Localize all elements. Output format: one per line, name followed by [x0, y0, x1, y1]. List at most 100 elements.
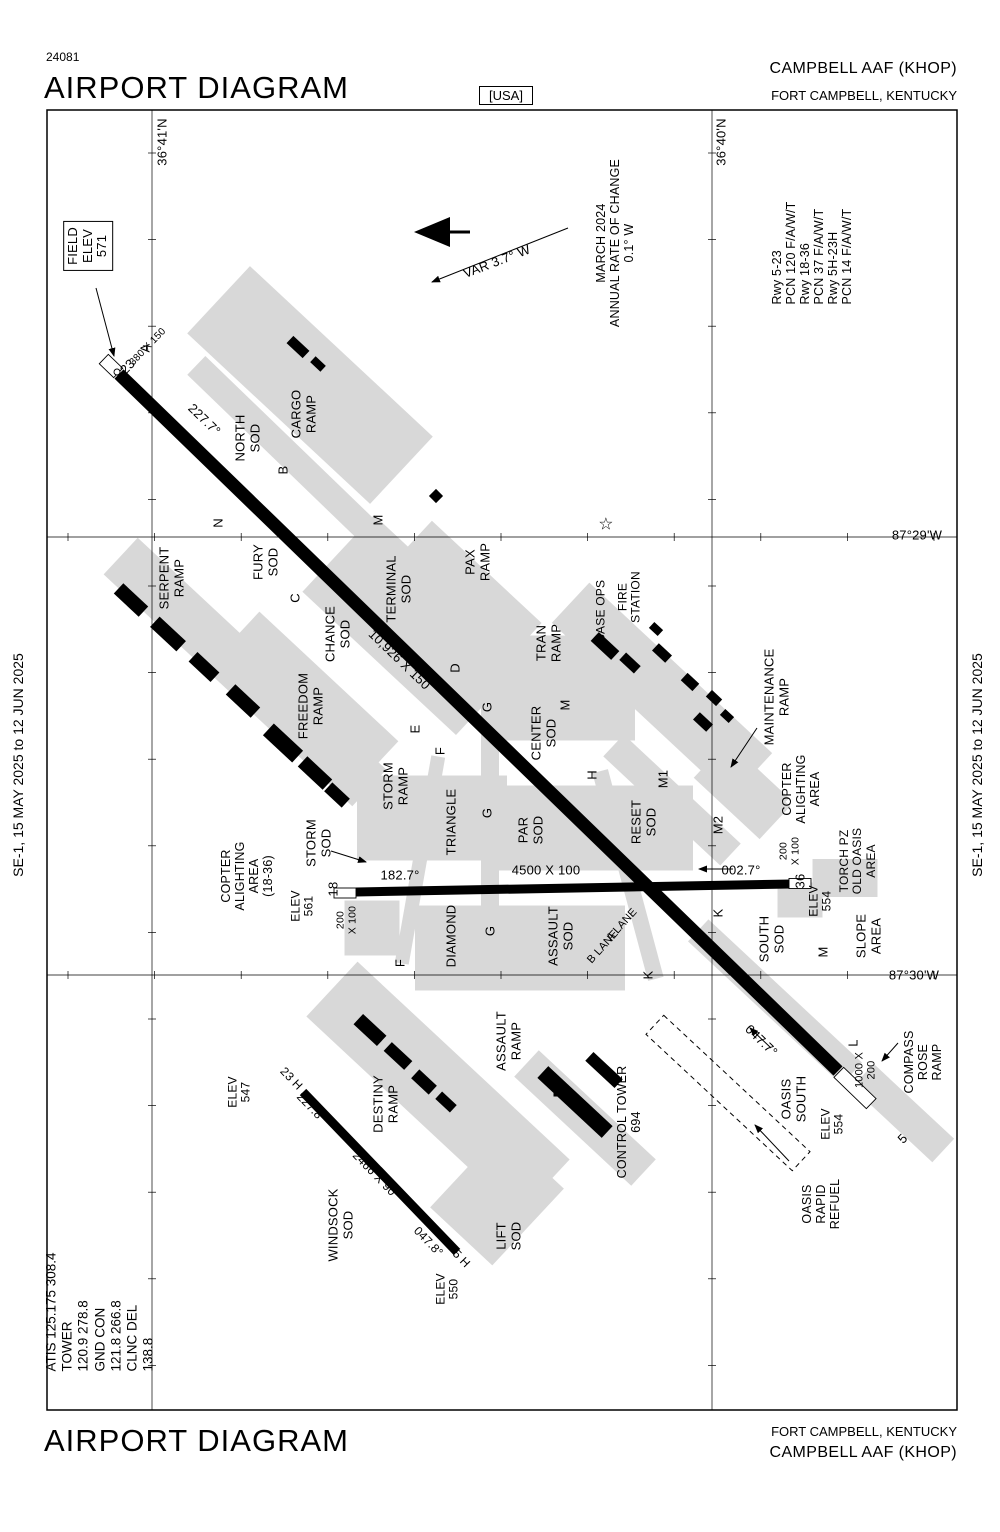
- runway-5-23-bar: [114, 369, 843, 1076]
- beacon-star-icon: ☆: [598, 514, 614, 534]
- area-label: OASIS SOUTH: [778, 1075, 808, 1123]
- lane-label: B LANE: [584, 927, 621, 966]
- runway-heading: 227.7°: [185, 400, 224, 439]
- taxiway-label: M1: [655, 769, 671, 789]
- field-elevation-box: FIELD ELEV 571: [63, 221, 113, 271]
- runway-overruns: [98, 353, 877, 1110]
- country-tag: [USA]: [479, 86, 533, 105]
- taxiway-label: E: [407, 724, 423, 734]
- area-label: MAINTENANCE RAMP: [761, 648, 791, 746]
- buildings: [113, 335, 735, 1138]
- area-label: CENTER SOD: [528, 705, 558, 761]
- area-label: STORM RAMP: [380, 762, 410, 810]
- overrun-dimensions: 200 X 100: [334, 905, 358, 935]
- area-label: SERPENT RAMP: [156, 546, 186, 610]
- taxiway-label: A: [137, 343, 153, 353]
- page-title: AIRPORT DIAGRAM: [44, 70, 349, 105]
- area-label: FURY SOD: [250, 544, 280, 580]
- area-label: TORCH PZ OLD OASIS AREA: [836, 827, 878, 895]
- area-label: CHANCE SOD: [322, 605, 352, 663]
- area-label: RESET SOD: [628, 799, 658, 845]
- taxiway-label: D: [447, 663, 463, 673]
- taxiway-label: G: [482, 925, 498, 937]
- magnetic-variation-label: VAR 3.7° W: [461, 241, 533, 281]
- runway-dimensions: 10,926 X 150: [365, 626, 434, 693]
- magnetic-variation-arrow: [431, 227, 569, 283]
- runway-heading: 047.7°: [742, 1021, 781, 1060]
- footer-title: AIRPORT DIAGRAM: [44, 1423, 349, 1458]
- taxiway-label: G: [479, 701, 495, 713]
- runway-heading: 002.7°: [721, 862, 761, 878]
- runway-5h-number: 5 H: [449, 1246, 474, 1271]
- overrun-dimensions: 1000 X 200: [853, 1051, 878, 1089]
- elevation-label: ELEV 554: [818, 1108, 846, 1140]
- area-label: SLOPE AREA: [853, 913, 883, 959]
- runway-heading: 182.7°: [380, 867, 420, 883]
- runway-23h-number: 23 H: [277, 1064, 306, 1093]
- graticule-lines: [47, 110, 957, 1410]
- longitude-label: 87°29'W: [891, 527, 943, 543]
- area-label: FIRE STATION: [615, 571, 643, 623]
- airport-location-header: FORT CAMPBELL, KENTUCKY: [771, 88, 957, 103]
- runway-dimensions: 4500 X 100: [511, 862, 581, 878]
- area-label: COMPASS ROSE RAMP: [902, 1030, 944, 1094]
- runway-18-number: 18: [325, 881, 341, 897]
- airport-name-header: CAMPBELL AAF (KHOP): [769, 60, 957, 77]
- obstacle-diamond-icon: [428, 488, 444, 504]
- runways: [114, 369, 843, 1256]
- area-label: LIFT SOD: [493, 1221, 523, 1251]
- elevation-label: ELEV 547: [225, 1076, 253, 1108]
- taxiway-label: H: [584, 770, 600, 780]
- elevation-label: ELEV 554: [806, 885, 834, 917]
- area-label: COPTER ALIGHTING AREA: [780, 754, 822, 824]
- overrun-dimensions: 200 X 100: [777, 836, 801, 866]
- oasis-dashed-area: [645, 1014, 811, 1172]
- area-label: WINDSOCK SOD: [325, 1188, 355, 1262]
- area-label: CARGO RAMP: [288, 389, 318, 439]
- taxiway-label: M: [370, 514, 386, 526]
- area-label: STORM SOD: [303, 819, 333, 867]
- taxiway-label: K: [640, 970, 656, 980]
- runway-5h-23h-bar: [299, 1088, 461, 1256]
- taxiway-label: N: [210, 518, 226, 528]
- elevation-label: ELEV 561: [288, 890, 316, 922]
- taxiway-label: M2: [710, 815, 726, 835]
- area-label: OASIS RAPID REFUEL: [800, 1178, 842, 1230]
- area-label: NORTH SOD: [232, 414, 262, 462]
- latitude-label: 36°41'N: [154, 118, 170, 166]
- taxiway-label: B: [275, 465, 291, 475]
- area-label: COPTER ALIGHTING AREA (18-36): [219, 841, 275, 911]
- area-label: PAX RAMP: [462, 542, 492, 582]
- taxiway-label: F: [432, 746, 448, 756]
- taxiway-label: M: [815, 946, 831, 958]
- runway-heading: 047.8°: [410, 1223, 447, 1260]
- runway-heading: 227.8°: [293, 1089, 330, 1126]
- taxiway-label: C: [287, 593, 303, 603]
- airport-name-footer: CAMPBELL AAF (KHOP): [769, 1444, 957, 1461]
- runway-18-36-bar: [355, 879, 792, 897]
- control-tower-label: CONTROL TOWER 694: [615, 1065, 643, 1179]
- latitude-label: 36°40'N: [713, 118, 729, 166]
- area-label: DESTINY RAMP: [370, 1075, 400, 1133]
- taxiway-label: L: [845, 1039, 861, 1047]
- area-label: FREEDOM RAMP: [295, 672, 325, 740]
- taxiway-label: F: [392, 958, 408, 968]
- threshold-marker: [113, 368, 121, 376]
- area-label: TERMINAL SOD: [383, 555, 413, 623]
- control-tower-symbol: [553, 1083, 567, 1097]
- area-label: TRIANGLE: [443, 788, 459, 856]
- runway-pcn-data: Rwy 5-23 PCN 120 F/A/W/T Rwy 18-36 PCN 3…: [770, 201, 854, 305]
- taxiway-label: G: [479, 807, 495, 819]
- annotation-arrows: [95, 217, 899, 1162]
- area-label: ASSAULT SOD: [545, 906, 575, 966]
- taxiway-label: K: [710, 908, 726, 918]
- airport-location-footer: FORT CAMPBELL, KENTUCKY: [771, 1424, 957, 1439]
- area-label: BASE OPS: [593, 579, 608, 643]
- area-label: PAR SOD: [515, 815, 545, 845]
- longitude-label: 87°30'W: [888, 967, 940, 983]
- runway-5-number: 5: [894, 1130, 911, 1147]
- area-label: DIAMOND: [443, 904, 459, 968]
